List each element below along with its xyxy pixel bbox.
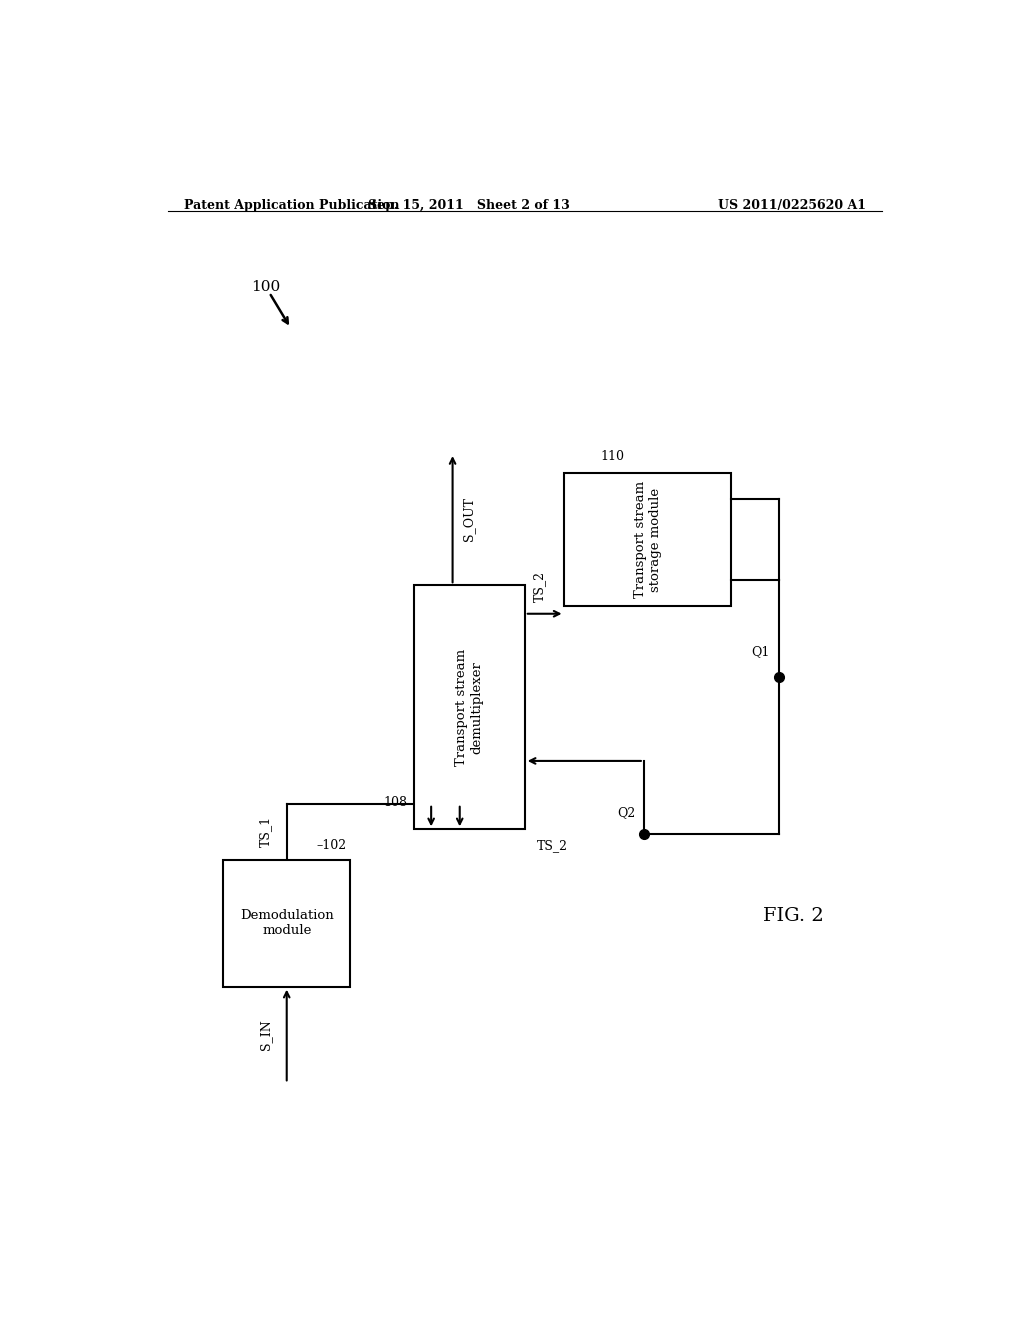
Text: TS_1: TS_1 (259, 816, 272, 847)
Text: S_OUT: S_OUT (462, 498, 475, 541)
Text: Sep. 15, 2011   Sheet 2 of 13: Sep. 15, 2011 Sheet 2 of 13 (369, 199, 570, 213)
Text: Transport stream
demultiplexer: Transport stream demultiplexer (456, 648, 483, 766)
Text: FIG. 2: FIG. 2 (763, 907, 823, 924)
Text: TS_2: TS_2 (537, 840, 567, 853)
Text: 110: 110 (600, 450, 625, 463)
Text: TS_2: TS_2 (532, 570, 546, 602)
Text: Q2: Q2 (617, 807, 636, 818)
Text: Q1: Q1 (751, 645, 769, 659)
Text: 100: 100 (251, 280, 281, 294)
Text: 108: 108 (383, 796, 408, 809)
Text: Demodulation
module: Demodulation module (240, 909, 334, 937)
Text: Patent Application Publication: Patent Application Publication (183, 199, 399, 213)
Text: –102: –102 (316, 838, 346, 851)
Bar (564, 474, 731, 606)
Bar (414, 585, 524, 829)
Text: S_IN: S_IN (259, 1019, 272, 1051)
Text: Transport stream
storage module: Transport stream storage module (634, 480, 662, 598)
Text: US 2011/0225620 A1: US 2011/0225620 A1 (718, 199, 866, 213)
Bar (223, 859, 350, 987)
